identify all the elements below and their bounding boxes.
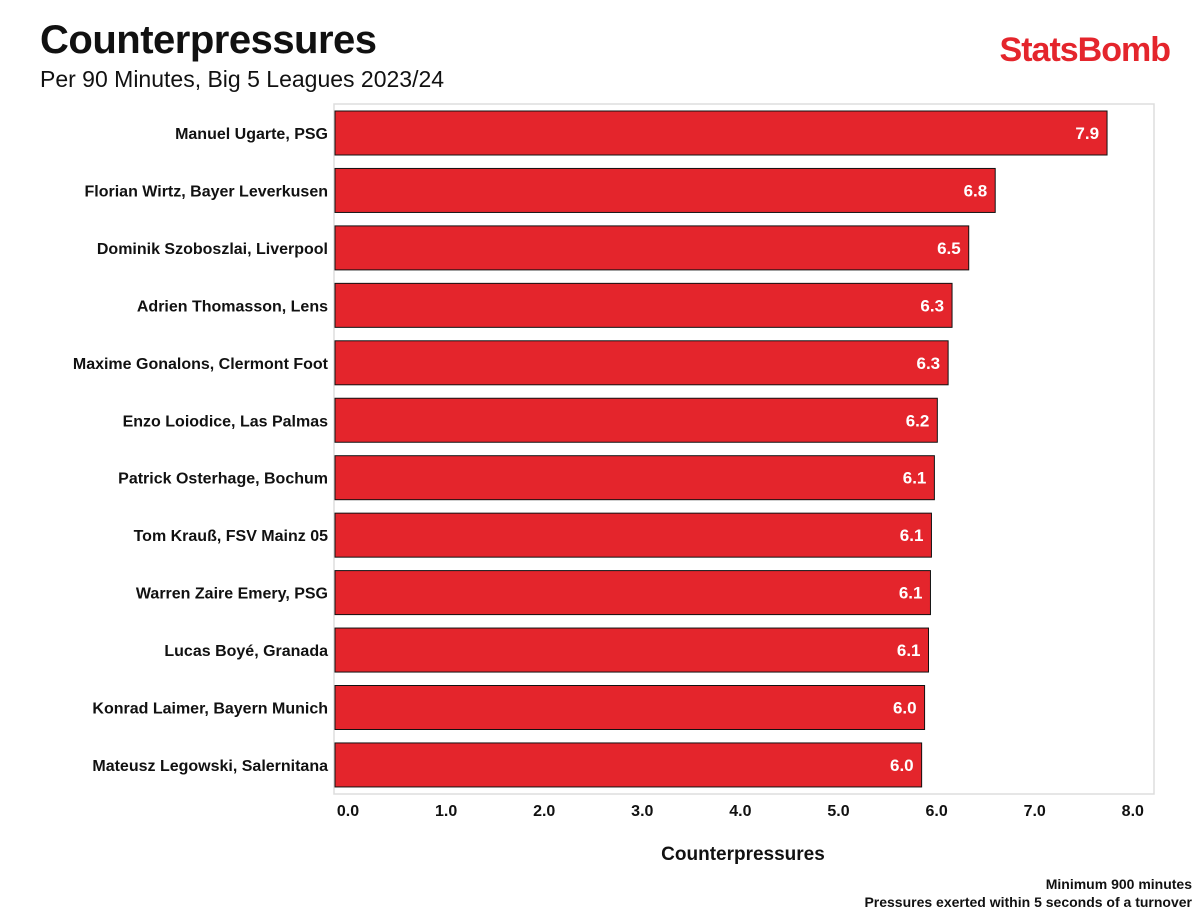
x-tick-label: 6.0 <box>925 803 947 820</box>
x-tick-label: 3.0 <box>631 803 653 820</box>
category-label: Florian Wirtz, Bayer Leverkusen <box>85 183 329 200</box>
category-label: Dominik Szoboszlai, Liverpool <box>97 241 328 258</box>
bar <box>334 397 938 443</box>
bar <box>334 455 935 501</box>
category-label: Mateusz Legowski, Salernitana <box>92 758 328 775</box>
value-label: 6.3 <box>920 296 944 315</box>
bar <box>334 340 949 386</box>
x-tick-label: 5.0 <box>827 803 849 820</box>
value-label: 6.0 <box>890 756 914 775</box>
bar <box>334 225 970 271</box>
x-tick-label: 0.0 <box>337 803 359 820</box>
x-tick-label: 4.0 <box>729 803 751 820</box>
chart-title: Counterpressures <box>40 18 377 62</box>
value-label: 6.0 <box>893 699 917 718</box>
statsbomb-logo: StatsBomb <box>999 31 1171 69</box>
category-label: Adrien Thomasson, Lens <box>137 298 328 315</box>
value-label: 6.1 <box>897 641 921 660</box>
bar <box>334 512 932 558</box>
x-tick-label: 1.0 <box>435 803 457 820</box>
value-label: 6.5 <box>937 239 961 258</box>
value-label: 6.1 <box>899 584 923 603</box>
footnote-definition: Pressures exerted within 5 seconds of a … <box>864 894 1192 910</box>
category-label: Enzo Loiodice, Las Palmas <box>123 413 328 430</box>
value-label: 6.8 <box>964 181 988 200</box>
x-axis-title: Counterpressures <box>661 844 825 865</box>
bar <box>334 110 1108 156</box>
x-tick-label: 2.0 <box>533 803 555 820</box>
category-label: Lucas Boyé, Granada <box>164 643 328 660</box>
bar <box>334 167 996 213</box>
chart-subtitle: Per 90 Minutes, Big 5 Leagues 2023/24 <box>40 66 445 92</box>
x-tick-label: 8.0 <box>1122 803 1144 820</box>
x-tick-label: 7.0 <box>1024 803 1046 820</box>
plot-frame <box>333 103 1155 795</box>
bar <box>334 685 926 730</box>
value-label: 6.1 <box>903 469 927 488</box>
category-label: Tom Krauß, FSV Mainz 05 <box>134 528 329 545</box>
value-label: 7.9 <box>1075 124 1099 143</box>
category-label: Manuel Ugarte, PSG <box>175 126 328 143</box>
bar <box>334 570 931 616</box>
value-label: 6.3 <box>916 354 940 373</box>
category-label: Warren Zaire Emery, PSG <box>136 586 328 603</box>
category-label: Konrad Laimer, Bayern Munich <box>92 701 328 718</box>
footnote-minimum: Minimum 900 minutes <box>1045 876 1192 892</box>
bar <box>334 742 923 788</box>
bar <box>334 282 953 328</box>
bar <box>334 627 930 673</box>
value-label: 6.1 <box>900 526 924 545</box>
category-label: Maxime Gonalons, Clermont Foot <box>73 356 329 373</box>
category-label: Patrick Osterhage, Bochum <box>118 471 328 488</box>
value-label: 6.2 <box>906 411 930 430</box>
